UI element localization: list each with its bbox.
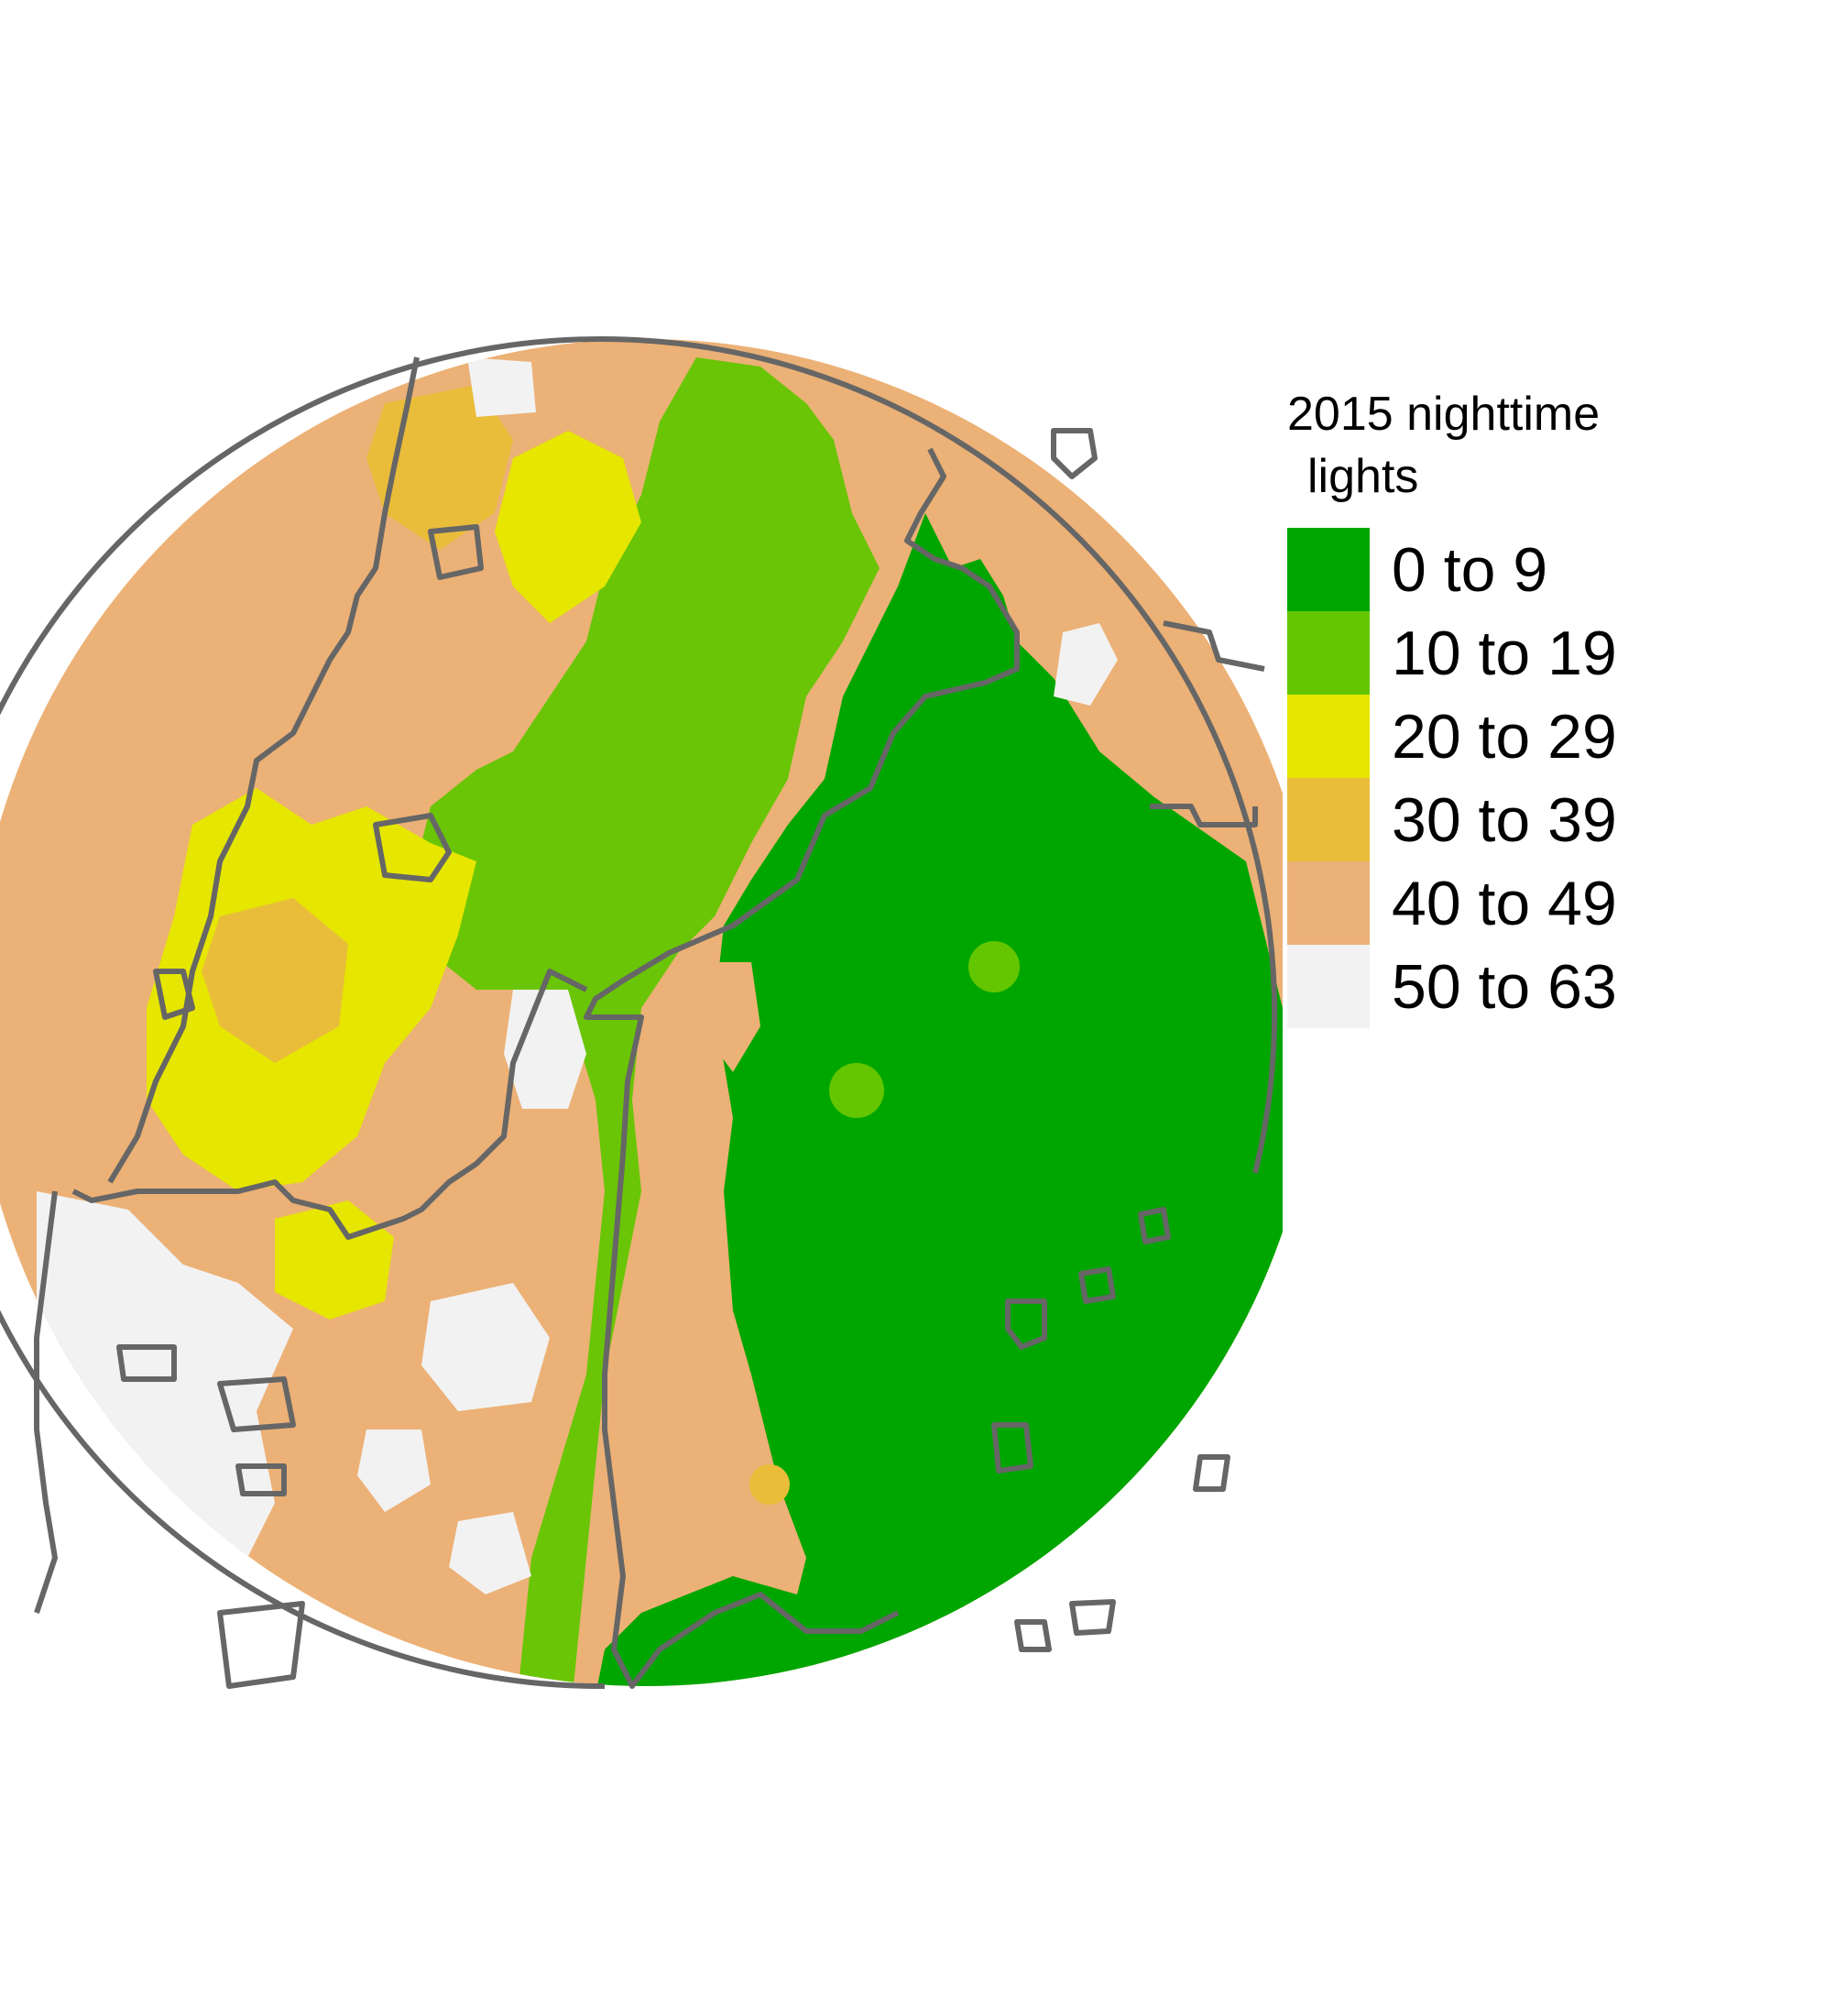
legend-title-line1: 2015 nighttime: [1287, 388, 1601, 441]
raster-zone-pink-e3: [632, 1512, 696, 1576]
raster-zone-yellow-north: [495, 431, 641, 623]
enclave-outline-1: [1051, 428, 1098, 479]
legend: 2015 nighttime lights 0 to 9 10 to 19 20…: [1287, 383, 1672, 1028]
enclave-outline-5: [991, 1422, 1033, 1474]
legend-items: 0 to 9 10 to 19 20 to 29 30 to 39 40 to …: [1287, 528, 1672, 1028]
legend-item: 50 to 63: [1287, 945, 1672, 1028]
legend-swatch: [1287, 945, 1370, 1028]
raster-zone-green-band: [412, 357, 880, 1686]
legend-label: 30 to 39: [1392, 784, 1617, 855]
enclave-outline-2: [1138, 1207, 1171, 1244]
raster-zone-white-patch2: [421, 1283, 550, 1411]
enclave-outline-6: [1069, 1599, 1116, 1636]
raster-zone-white-patch3: [357, 1430, 431, 1512]
raster-zone-east: [586, 513, 1283, 1686]
legend-label: 0 to 9: [1392, 534, 1548, 605]
raster-spot-e3: [749, 1464, 790, 1505]
raster-zone-white-center: [504, 990, 586, 1109]
legend-label: 50 to 63: [1392, 951, 1617, 1022]
district-boundary-west: [71, 969, 588, 1240]
legend-item: 30 to 39: [1287, 778, 1672, 861]
enclave-outline-17: [217, 1601, 305, 1689]
legend-title-line2: lights: [1307, 450, 1419, 503]
raster-zone-white-nw: [467, 357, 536, 417]
legend-title: 2015 nighttime lights: [1287, 383, 1672, 508]
legend-swatch: [1287, 528, 1370, 611]
raster-spot-e2: [829, 1063, 884, 1118]
raster-zone-pink-e1: [705, 962, 760, 1072]
legend-label: 10 to 19: [1392, 618, 1617, 688]
legend-label: 20 to 29: [1392, 701, 1617, 772]
legend-swatch: [1287, 611, 1370, 695]
raster-spot-e1: [968, 941, 1020, 992]
enclave-outline-8: [373, 813, 452, 882]
enclave-outline-9: [428, 524, 484, 580]
boundary-layer: [0, 336, 1278, 1690]
enclave-outline-12: [217, 1376, 296, 1432]
raster-zone-white-patch4: [449, 1512, 531, 1594]
legend-item: 10 to 19: [1287, 611, 1672, 695]
enclave-outline-13: [235, 1463, 287, 1496]
enclave-outline-10: [153, 969, 195, 1020]
enclave-outline-4: [1005, 1298, 1047, 1350]
raster-zone-orange-mid: [202, 898, 348, 1063]
legend-item: 20 to 29: [1287, 695, 1672, 778]
legend-swatch: [1287, 778, 1370, 861]
enclave-outline-7: [1014, 1619, 1052, 1652]
legend-swatch: [1287, 695, 1370, 778]
district-boundary-south: [34, 1190, 58, 1614]
raster-zone-white-ne: [1054, 623, 1118, 706]
legend-item: 40 to 49: [1287, 861, 1672, 945]
enclave-outline-3: [1078, 1266, 1116, 1304]
enclave-outline-11: [116, 1344, 177, 1382]
district-boundary-east: [584, 447, 1020, 1689]
district-boundary-north: [107, 356, 420, 1184]
enclave-outline-14: [1193, 1454, 1230, 1492]
enclave-outline-15: [1150, 804, 1258, 827]
study-area-circle-outline: [0, 336, 1278, 1690]
raster-zone-pink-e2: [623, 1283, 687, 1347]
legend-item: 0 to 9: [1287, 528, 1672, 611]
legend-label: 40 to 49: [1392, 868, 1617, 938]
legend-swatch: [1287, 861, 1370, 945]
enclave-outline-16: [1163, 620, 1265, 672]
